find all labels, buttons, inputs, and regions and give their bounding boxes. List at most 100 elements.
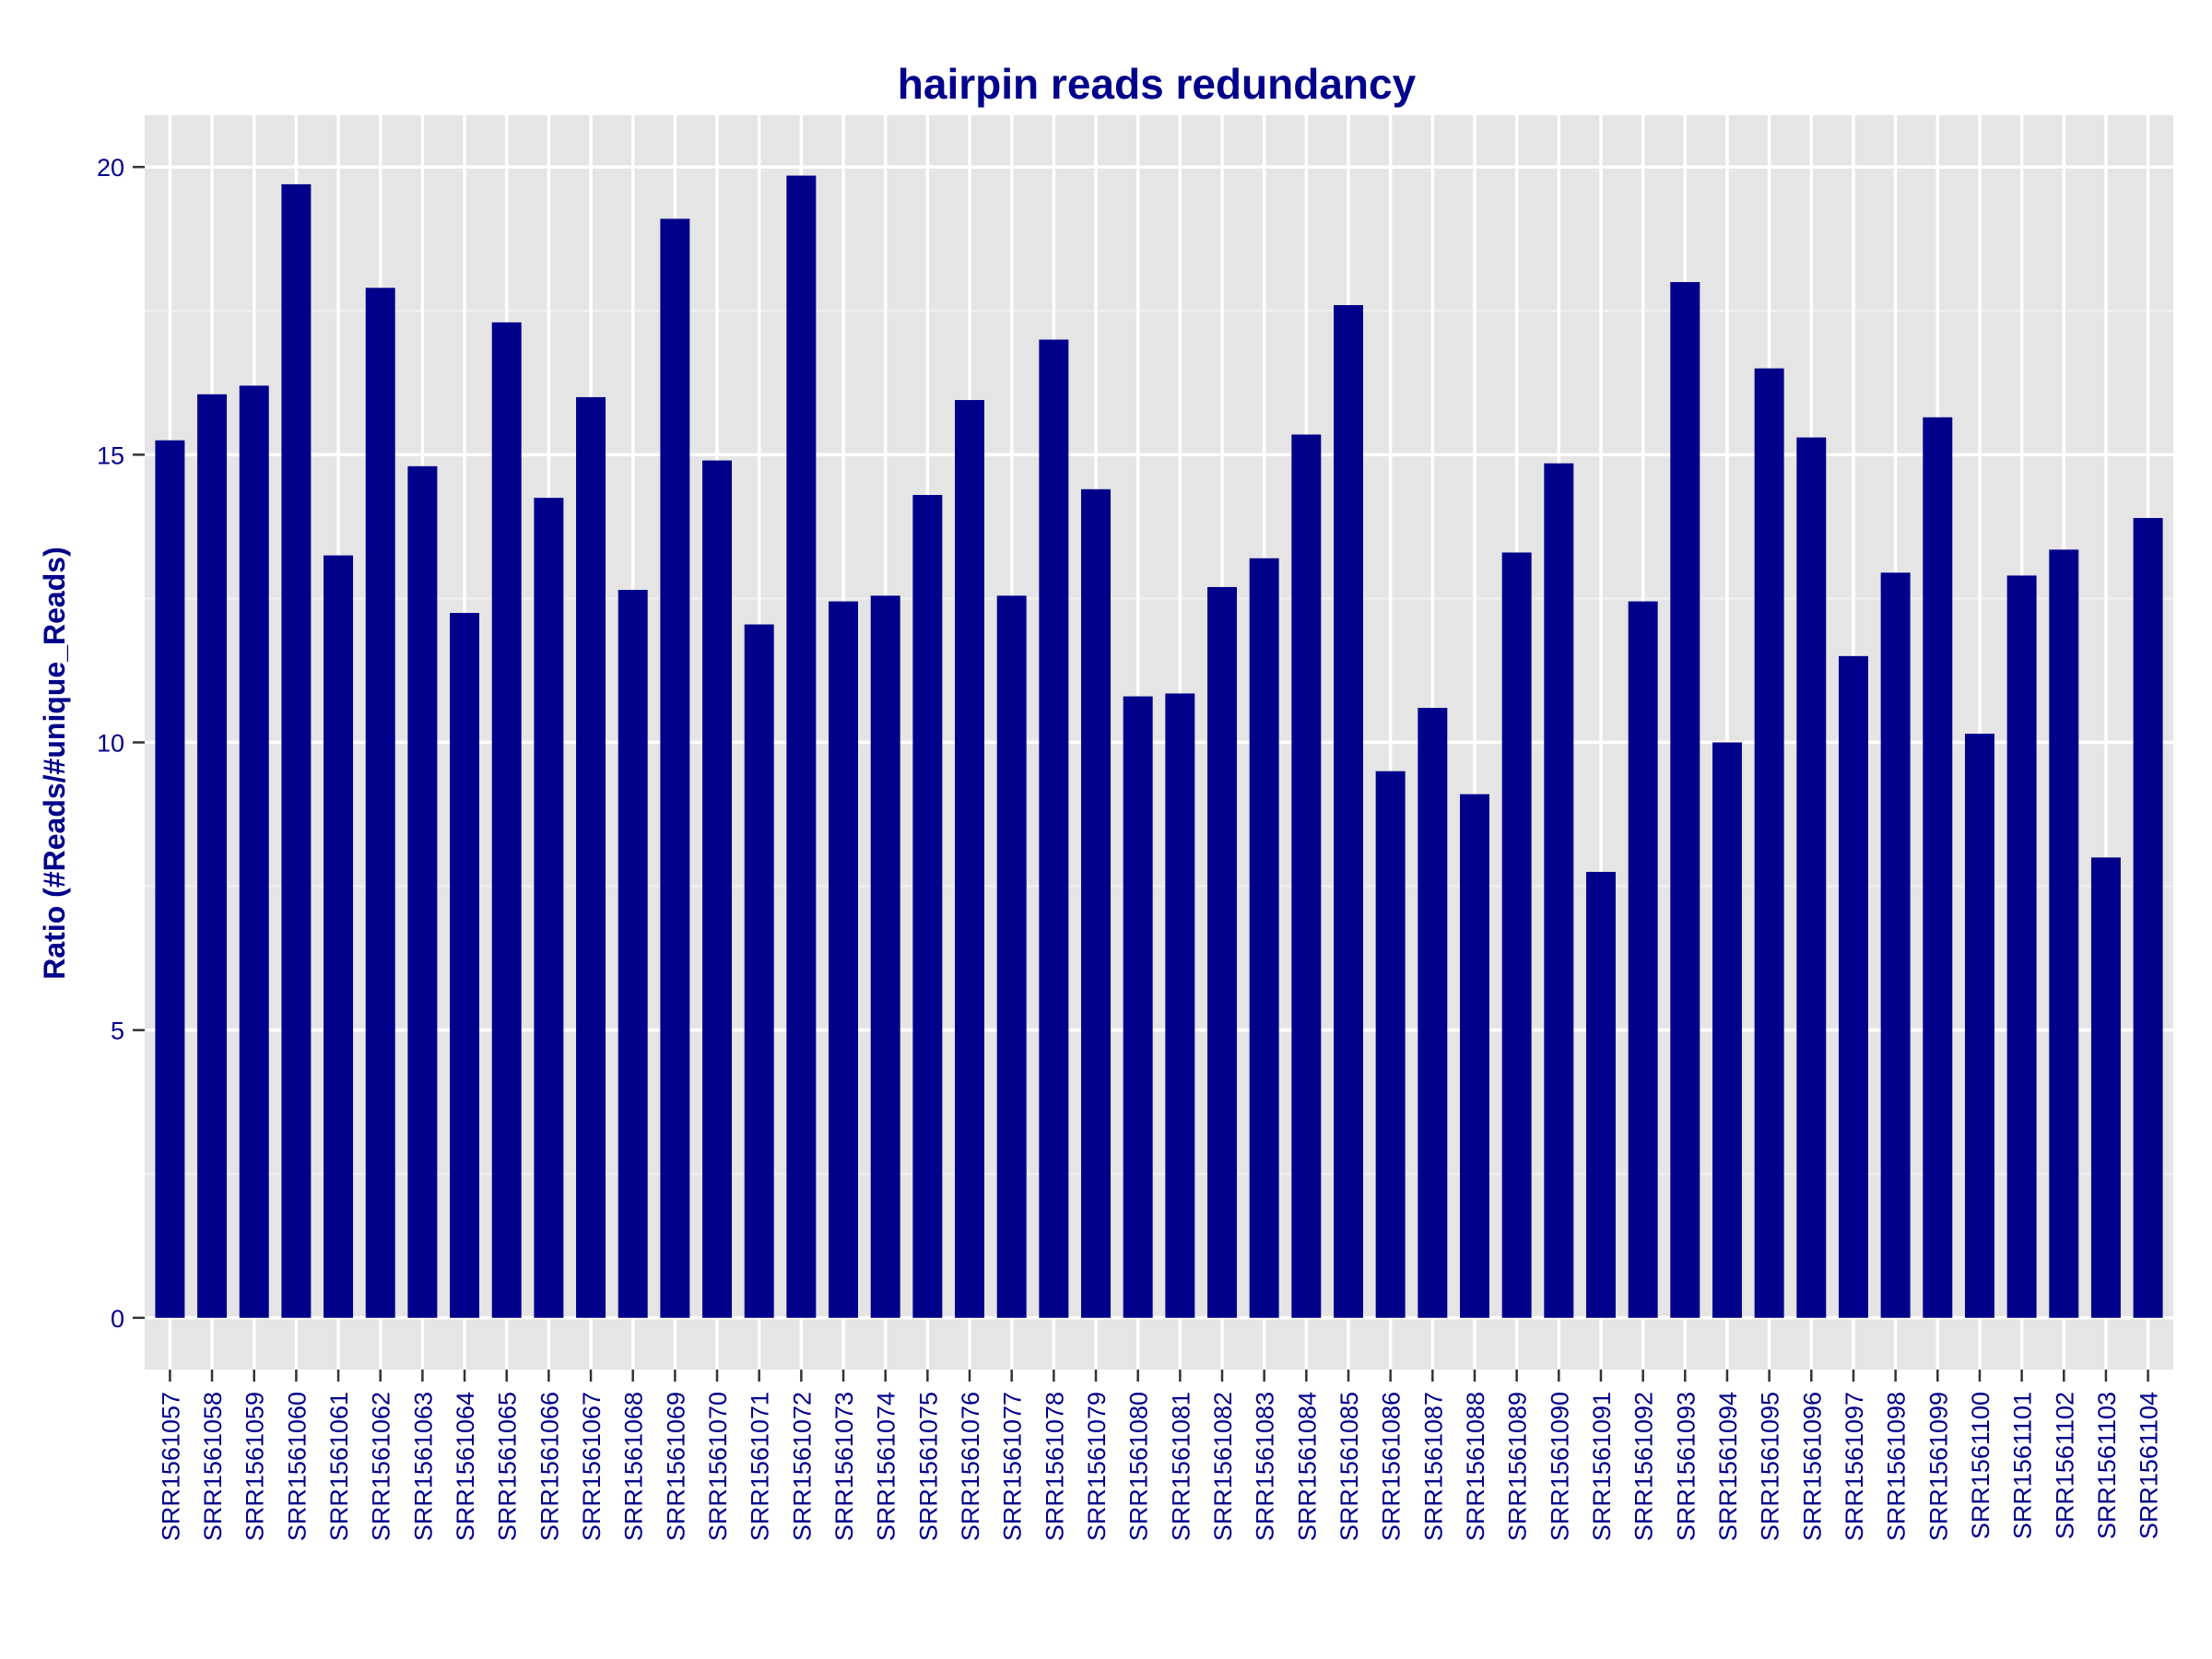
bar-SRR1561077 — [996, 595, 1027, 1318]
x-tick-label: SRR1561082 — [1209, 1392, 1237, 1541]
x-tick-label: SRR1561098 — [1883, 1392, 1911, 1541]
x-tick-label: SRR1561057 — [157, 1392, 184, 1541]
bar-SRR1561088 — [1459, 794, 1489, 1318]
bar-SRR1561070 — [702, 460, 733, 1318]
x-tick-label: SRR1561069 — [662, 1392, 689, 1541]
bar-SRR1561089 — [1501, 552, 1532, 1318]
bar-SRR1561093 — [1670, 282, 1700, 1318]
y-axis-ticks: 0 5 10 15 20 — [97, 154, 145, 1333]
y-tick-label: 20 — [97, 154, 124, 182]
x-tick-label: SRR1561064 — [452, 1392, 479, 1541]
bar-SRR1561098 — [1880, 572, 1911, 1318]
x-tick-label: SRR1561089 — [1504, 1392, 1532, 1541]
bar-SRR1561080 — [1123, 696, 1153, 1318]
x-tick-label: SRR1561099 — [1924, 1392, 1952, 1541]
y-tick-label: 15 — [97, 441, 124, 469]
bar-SRR1561079 — [1081, 488, 1111, 1318]
y-tick-label: 10 — [97, 730, 124, 758]
bar-SRR1561057 — [155, 440, 185, 1318]
x-tick-label: SRR1561059 — [241, 1392, 269, 1541]
bars — [155, 175, 2163, 1318]
x-tick-label: SRR1561094 — [1714, 1392, 1742, 1541]
bar-SRR1561100 — [1964, 734, 1994, 1318]
bar-SRR1561090 — [1544, 463, 1574, 1318]
bar-SRR1561094 — [1712, 742, 1742, 1318]
bar-SRR1561082 — [1207, 586, 1237, 1318]
bar-SRR1561058 — [197, 394, 228, 1318]
x-tick-label: SRR1561097 — [1841, 1392, 1868, 1541]
bar-SRR1561067 — [576, 396, 606, 1318]
bar-SRR1561103 — [2090, 857, 2121, 1318]
bar-SRR1561096 — [1796, 437, 1827, 1318]
bar-SRR1561078 — [1039, 339, 1069, 1318]
bar-SRR1561095 — [1754, 368, 1784, 1318]
x-tick-label: SRR1561072 — [788, 1392, 816, 1541]
bar-SRR1561092 — [1628, 601, 1658, 1318]
bar-SRR1561102 — [2049, 549, 2079, 1318]
x-tick-label: SRR1561093 — [1672, 1392, 1700, 1541]
bar-SRR1561061 — [324, 555, 354, 1318]
x-tick-label: SRR1561073 — [830, 1392, 858, 1541]
x-tick-label: SRR1561102 — [2051, 1392, 2078, 1539]
bar-SRR1561097 — [1838, 655, 1868, 1318]
x-tick-label: SRR1561088 — [1462, 1392, 1489, 1541]
x-tick-label: SRR1561101 — [2009, 1392, 2037, 1539]
bar-SRR1561104 — [2133, 518, 2163, 1318]
x-tick-label: SRR1561087 — [1419, 1392, 1447, 1541]
x-tick-label: SRR1561075 — [914, 1392, 942, 1541]
chart-title: hairpin reads redundancy — [898, 60, 1417, 108]
bar-SRR1561065 — [491, 322, 522, 1318]
x-tick-label: SRR1561068 — [620, 1392, 648, 1541]
bar-SRR1561086 — [1375, 771, 1406, 1318]
bar-SRR1561101 — [2006, 575, 2037, 1318]
x-tick-label: SRR1561091 — [1588, 1392, 1616, 1541]
x-tick-label: SRR1561066 — [535, 1392, 563, 1541]
x-tick-label: SRR1561074 — [873, 1392, 900, 1541]
x-tick-label: SRR1561092 — [1630, 1392, 1658, 1541]
bar-SRR1561076 — [955, 400, 984, 1318]
bar-SRR1561073 — [829, 601, 859, 1318]
bar-SRR1561083 — [1249, 558, 1279, 1318]
x-tick-label: SRR1561096 — [1798, 1392, 1826, 1541]
bar-SRR1561081 — [1165, 693, 1195, 1318]
x-tick-label: SRR1561060 — [283, 1392, 311, 1541]
x-axis-ticks: SRR1561057 SRR1561058 SRR1561059 SRR1561060… — [157, 1370, 2163, 1541]
x-tick-label: SRR1561077 — [999, 1392, 1027, 1541]
bar-SRR1561087 — [1418, 708, 1448, 1318]
x-tick-label: SRR1561084 — [1293, 1392, 1321, 1541]
y-tick-label: 0 — [111, 1305, 124, 1333]
x-tick-label: SRR1561063 — [409, 1392, 437, 1541]
x-tick-label: SRR1561080 — [1125, 1392, 1153, 1541]
x-tick-label: SRR1561104 — [2136, 1392, 2163, 1539]
bar-SRR1561063 — [407, 465, 438, 1318]
x-tick-label: SRR1561085 — [1335, 1392, 1363, 1541]
x-tick-label: SRR1561090 — [1546, 1392, 1573, 1541]
x-tick-label: SRR1561076 — [957, 1392, 984, 1541]
bar-SRR1561072 — [786, 175, 817, 1318]
x-tick-label: SRR1561058 — [199, 1392, 227, 1541]
x-tick-label: SRR1561067 — [578, 1392, 606, 1541]
x-tick-label: SRR1561095 — [1757, 1392, 1784, 1541]
x-tick-label: SRR1561061 — [325, 1392, 353, 1541]
x-tick-label: SRR1561079 — [1083, 1392, 1111, 1541]
bar-SRR1561071 — [744, 624, 774, 1318]
bar-SRR1561075 — [912, 495, 943, 1318]
y-tick-label: 5 — [111, 1018, 124, 1045]
bar-SRR1561091 — [1585, 871, 1616, 1318]
bar-SRR1561060 — [281, 183, 312, 1318]
x-tick-label: SRR1561078 — [1041, 1392, 1068, 1541]
x-tick-label: SRR1561086 — [1378, 1392, 1406, 1541]
bar-SRR1561074 — [870, 595, 900, 1318]
x-tick-label: SRR1561081 — [1167, 1392, 1194, 1541]
bar-SRR1561069 — [660, 218, 690, 1318]
x-tick-label: SRR1561103 — [2093, 1392, 2121, 1539]
bar-SRR1561059 — [239, 385, 269, 1318]
x-tick-label: SRR1561065 — [494, 1392, 522, 1541]
x-tick-label: SRR1561071 — [747, 1392, 774, 1541]
y-axis-label: Ratio (#Reads/#unique_Reads) — [38, 547, 71, 979]
bar-SRR1561064 — [450, 613, 480, 1318]
bar-SRR1561062 — [365, 288, 395, 1318]
bar-SRR1561084 — [1291, 434, 1322, 1318]
